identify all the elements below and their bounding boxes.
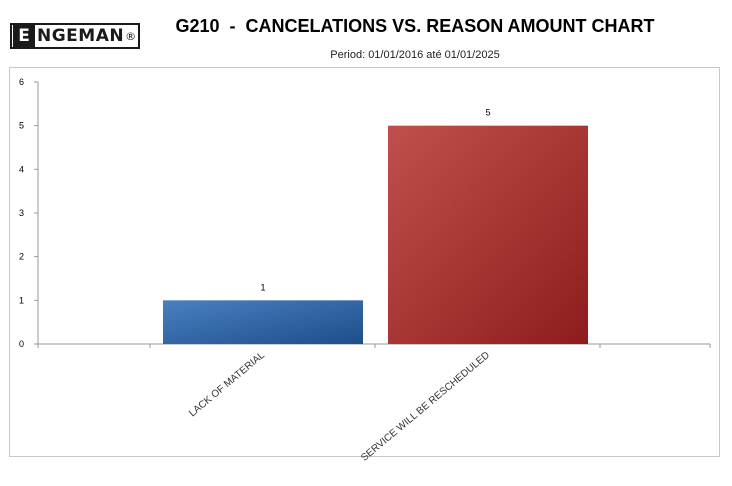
chart-frame xyxy=(9,67,720,457)
chart-title: G210 - CANCELATIONS VS. REASON AMOUNT CH… xyxy=(175,16,655,36)
chart-subtitle: Period: 01/01/2016 até 01/01/2025 xyxy=(330,49,500,61)
y-tick-label: 5 xyxy=(19,121,24,131)
engeman-logo: E NGEMAN ® xyxy=(10,23,140,49)
bar-1 xyxy=(163,300,363,344)
y-tick-label: 0 xyxy=(19,339,24,349)
y-tick-label: 4 xyxy=(19,164,24,174)
y-tick-label: 3 xyxy=(19,208,24,218)
bar-2 xyxy=(388,125,588,345)
logo-text: NGEMAN xyxy=(37,26,125,46)
logo-letter: E xyxy=(13,25,35,47)
registered-mark: ® xyxy=(125,29,137,43)
data-label: 5 xyxy=(485,108,490,118)
y-tick-label: 6 xyxy=(19,77,24,87)
x-category-label: SERVICE WILL BE RESCHEDULED xyxy=(359,350,492,464)
x-category-label: LACK OF MATERIAL xyxy=(187,350,267,420)
y-tick-label: 2 xyxy=(19,252,24,262)
y-tick-label: 1 xyxy=(19,295,24,305)
data-label: 1 xyxy=(260,282,265,292)
